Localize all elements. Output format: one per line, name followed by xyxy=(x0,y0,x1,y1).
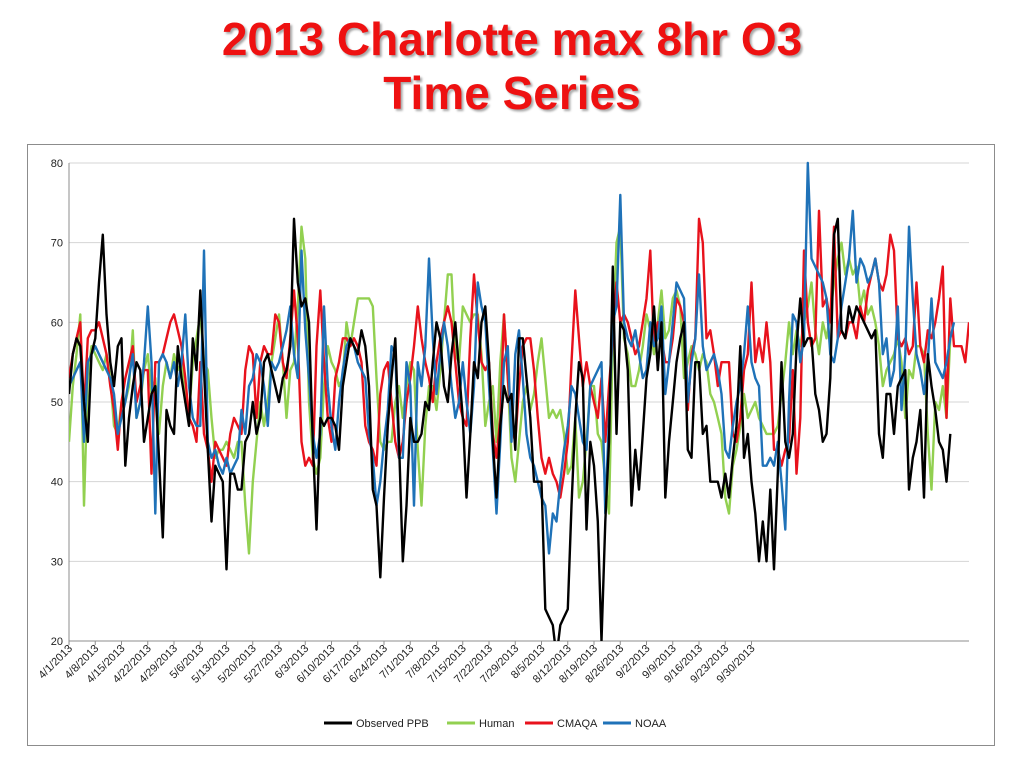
y-tick-label-30: 30 xyxy=(51,556,63,568)
y-tick-label-20: 20 xyxy=(51,636,63,648)
page-title: 2013 Charlotte max 8hr O3 Time Series xyxy=(0,12,1024,120)
y-tick-label-40: 40 xyxy=(51,477,63,489)
y-tick-label-60: 60 xyxy=(51,317,63,329)
title-line-1: 2013 Charlotte max 8hr O3 xyxy=(221,13,803,65)
y-tick-label-50: 50 xyxy=(51,397,63,409)
series-line-cmaqa xyxy=(69,209,969,499)
legend-label-cmaqa: CMAQA xyxy=(557,718,598,730)
chart-frame: 20 30 40 50 60 70 80 4/1/2013 4/8/2013 4/15/2013 4… xyxy=(27,144,995,746)
y-tick-label-70: 70 xyxy=(51,238,63,250)
y-tick-label-80: 80 xyxy=(51,158,63,170)
series-line-observed-ppb xyxy=(69,217,952,641)
title-line-2: Time Series xyxy=(383,67,641,119)
series-line-noaa xyxy=(69,161,956,555)
line-chart: 203040506070804/1/20134/8/20134/15/20134… xyxy=(36,158,969,730)
legend-label-human: Human xyxy=(479,718,514,730)
legend-label-noaa: NOAA xyxy=(635,718,667,730)
legend-label-observed-ppb: Observed PPB xyxy=(356,718,429,730)
